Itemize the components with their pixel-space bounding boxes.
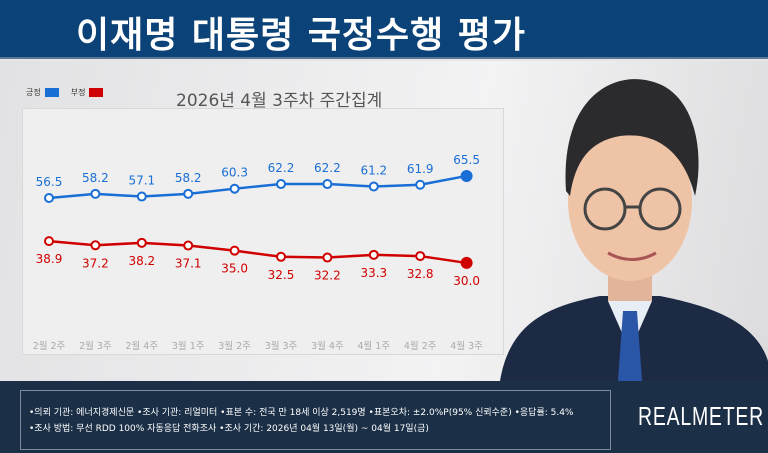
x-tick-label: 4월 3주 bbox=[450, 340, 483, 352]
data-label-positive: 58.2 bbox=[82, 171, 109, 185]
data-point-positive bbox=[183, 188, 194, 199]
survey-note-line-1: •의뢰 기관: 에너지경제신문 •조사 기관: 리얼미터 •표본 수: 전국 만… bbox=[29, 408, 574, 418]
data-label-positive: 65.5 bbox=[453, 153, 480, 167]
data-label-negative: 30.0 bbox=[453, 274, 480, 288]
president-photo bbox=[490, 61, 768, 381]
data-point-negative bbox=[90, 240, 101, 251]
data-label-negative: 32.2 bbox=[314, 269, 341, 283]
data-point-negative bbox=[136, 237, 147, 248]
data-label-negative: 32.5 bbox=[268, 268, 295, 282]
data-point-positive bbox=[90, 188, 101, 199]
title-bar: 이재명 대통령 국정수행 평가 bbox=[0, 0, 768, 59]
legend-label-positive: 긍정 bbox=[26, 88, 41, 97]
data-label-positive: 56.5 bbox=[36, 175, 63, 189]
series-line-positive bbox=[48, 174, 467, 200]
data-point-positive bbox=[136, 191, 147, 202]
data-label-negative: 35.0 bbox=[221, 262, 248, 276]
data-point-negative bbox=[460, 256, 473, 269]
data-label-negative: 37.1 bbox=[175, 257, 202, 271]
data-label-negative: 33.3 bbox=[360, 266, 387, 280]
data-point-positive bbox=[322, 179, 333, 190]
data-point-negative bbox=[44, 236, 54, 247]
data-label-negative: 38.2 bbox=[128, 254, 155, 268]
x-tick-label: 3월 4주 bbox=[311, 340, 344, 352]
series-line-negative bbox=[48, 239, 467, 265]
data-point-negative bbox=[276, 251, 286, 262]
data-label-positive: 57.1 bbox=[128, 174, 155, 188]
data-point-positive bbox=[276, 179, 286, 190]
data-label-positive: 62.2 bbox=[314, 161, 341, 175]
data-label-positive: 60.3 bbox=[221, 166, 248, 180]
data-label-negative: 38.9 bbox=[36, 252, 63, 266]
data-label-negative: 37.2 bbox=[82, 256, 109, 270]
data-label-positive: 62.2 bbox=[268, 161, 295, 175]
data-label-positive: 61.2 bbox=[360, 163, 387, 177]
x-tick-label: 2월 2주 bbox=[33, 340, 66, 352]
survey-notes: •의뢰 기관: 에너지경제신문 •조사 기관: 리얼미터 •표본 수: 전국 만… bbox=[20, 390, 611, 450]
data-label-positive: 61.9 bbox=[407, 162, 434, 176]
legend-label-negative: 부정 bbox=[70, 88, 86, 97]
chart-subtitle: 2026년 4월 3주차 주간집계 bbox=[176, 91, 383, 111]
data-point-positive bbox=[368, 181, 379, 192]
legend-swatch-positive bbox=[44, 88, 59, 97]
data-label-positive: 58.2 bbox=[175, 171, 202, 185]
footer: •의뢰 기관: 에너지경제신문 •조사 기관: 리얼미터 •표본 수: 전국 만… bbox=[0, 381, 768, 453]
x-tick-label: 3월 3주 bbox=[265, 340, 298, 352]
legend: 긍정 부정 bbox=[26, 87, 111, 98]
realmeter-logo: REALMETER bbox=[638, 401, 764, 431]
data-point-positive bbox=[229, 183, 240, 194]
x-tick-label: 3월 2주 bbox=[218, 340, 251, 352]
data-point-negative bbox=[183, 240, 194, 251]
data-point-positive bbox=[415, 179, 426, 190]
x-tick-label: 4월 1주 bbox=[358, 340, 391, 352]
data-point-negative bbox=[229, 245, 240, 256]
x-tick-label: 2월 4주 bbox=[126, 340, 159, 352]
data-point-negative bbox=[415, 251, 426, 262]
data-point-negative bbox=[322, 252, 333, 263]
data-point-negative bbox=[368, 249, 379, 260]
legend-swatch-negative bbox=[89, 88, 104, 97]
data-label-negative: 32.8 bbox=[407, 267, 434, 281]
x-tick-label: 2월 3주 bbox=[79, 340, 112, 352]
x-tick-label: 3월 1주 bbox=[172, 340, 205, 352]
plot-area bbox=[22, 108, 504, 355]
data-point-positive bbox=[460, 169, 473, 182]
page-title: 이재명 대통령 국정수행 평가 bbox=[76, 15, 527, 56]
data-point-positive bbox=[44, 193, 54, 203]
survey-note-line-2: •조사 방법: 무선 RDD 100% 자동응답 전화조사 •조사 기간: 20… bbox=[29, 424, 429, 434]
x-tick-label: 4월 2주 bbox=[404, 340, 437, 352]
